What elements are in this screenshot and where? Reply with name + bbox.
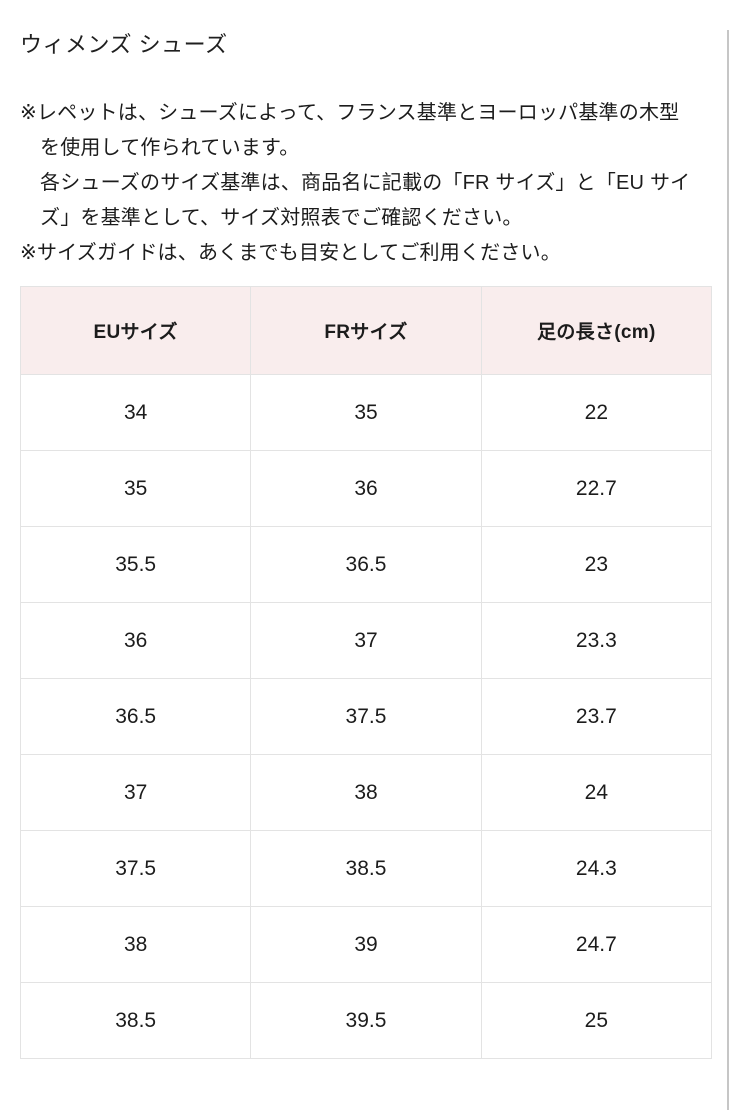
note-size-guide-disclaimer: ※サイズガイドは、あくまでも目安としてご利用ください。 [20, 242, 561, 264]
page-title: ウィメンズ シューズ [20, 32, 228, 57]
size-cell: 39 [250, 906, 482, 983]
header-eu-size: EUサイズ [19, 286, 252, 375]
size-cell: 23 [480, 526, 713, 603]
size-cell: 38.5 [19, 982, 252, 1059]
size-cell: 23.7 [480, 678, 713, 755]
size-cell: 37 [19, 754, 252, 831]
note-repetto-standards: ※レペットは、シューズによって、フランス基準とヨーロッパ基準の木型 を使用して作… [20, 102, 691, 229]
table-row: 36 37 23.3 [19, 602, 713, 679]
size-cell: 23.3 [480, 602, 713, 679]
notes-block: ※レペットは、シューズによって、フランス基準とヨーロッパ基準の木型 を使用して作… [20, 96, 712, 271]
table-row: 38.5 39.5 25 [19, 982, 713, 1059]
size-cell: 38.5 [250, 830, 482, 907]
size-chart-header: EUサイズ FRサイズ 足の長さ(cm) [19, 286, 713, 375]
size-cell: 37 [250, 602, 482, 679]
size-cell: 24 [480, 754, 713, 831]
size-cell: 22.7 [480, 450, 713, 527]
size-cell: 22 [480, 374, 713, 451]
size-cell: 24.7 [480, 906, 713, 983]
table-row: 38 39 24.7 [19, 906, 713, 983]
size-cell: 37.5 [250, 678, 482, 755]
size-cell: 38 [19, 906, 252, 983]
size-cell: 25 [480, 982, 713, 1059]
size-cell: 37.5 [19, 830, 252, 907]
size-cell: 36.5 [250, 526, 482, 603]
size-chart-table: EUサイズ FRサイズ 足の長さ(cm) 34 35 22 35 36 22.7 35.5 3… [19, 286, 713, 1059]
size-cell: 24.3 [480, 830, 713, 907]
size-cell: 34 [19, 374, 252, 451]
size-guide-page: ウィメンズ シューズ ※レペットは、シューズによって、フランス基準とヨーロッパ基… [0, 30, 732, 1059]
size-cell: 38 [250, 754, 482, 831]
header-row: EUサイズ FRサイズ 足の長さ(cm) [19, 286, 713, 375]
table-row: 37.5 38.5 24.3 [19, 830, 713, 907]
size-cell: 35 [250, 374, 482, 451]
size-cell: 36 [250, 450, 482, 527]
size-cell: 35.5 [19, 526, 252, 603]
table-row: 35.5 36.5 23 [19, 526, 713, 603]
table-row: 34 35 22 [19, 374, 713, 451]
size-chart-body: 34 35 22 35 36 22.7 35.5 36.5 23 36 37 23.3 36.5 37.5… [19, 374, 713, 1059]
size-cell: 36 [19, 602, 252, 679]
size-cell: 35 [19, 450, 252, 527]
table-row: 35 36 22.7 [19, 450, 713, 527]
size-cell: 39.5 [250, 982, 482, 1059]
size-cell: 36.5 [19, 678, 252, 755]
scrollbar-track[interactable] [727, 30, 729, 1110]
table-row: 37 38 24 [19, 754, 713, 831]
table-row: 36.5 37.5 23.7 [19, 678, 713, 755]
header-foot-length: 足の長さ(cm) [480, 286, 713, 375]
header-fr-size: FRサイズ [250, 286, 482, 375]
